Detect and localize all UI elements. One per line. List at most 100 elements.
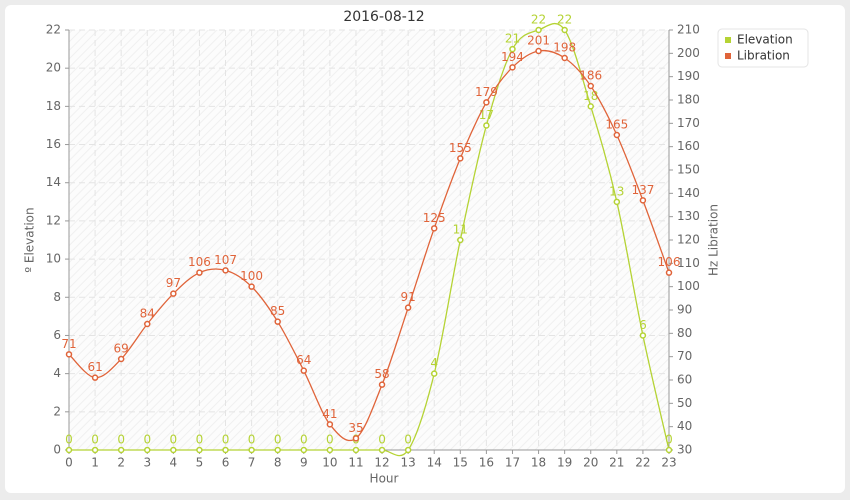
- x-tick-label: 11: [348, 456, 363, 470]
- data-label: 198: [553, 41, 576, 55]
- y2-tick-label: 180: [677, 93, 700, 107]
- y2-tick-label: 140: [677, 186, 700, 200]
- y-tick-label: 14: [46, 175, 61, 189]
- data-point: [65, 446, 73, 454]
- x-tick-label: 14: [427, 456, 442, 470]
- data-point: [248, 446, 255, 454]
- data-point: [300, 446, 308, 454]
- y2-tick-label: 50: [677, 396, 692, 410]
- y2-tick-label: 90: [677, 303, 692, 317]
- data-label: 35: [348, 421, 363, 435]
- data-point: [91, 374, 99, 381]
- x-tick-label: 12: [374, 456, 389, 470]
- x-tick-label: 9: [300, 456, 308, 470]
- x-tick-label: 10: [322, 456, 337, 470]
- data-label: 201: [527, 34, 550, 48]
- data-label: 125: [423, 211, 446, 225]
- data-point: [509, 64, 516, 71]
- data-label: 100: [240, 269, 263, 283]
- y2-tick-label: 120: [677, 233, 700, 247]
- data-point: [561, 54, 568, 62]
- y2-tick-label: 110: [677, 256, 700, 270]
- y2-tick-label: 40: [677, 419, 692, 433]
- y2-tick-label: 200: [677, 46, 700, 60]
- legend-label: Libration: [737, 49, 790, 63]
- legend-label: Elevation: [737, 33, 793, 47]
- data-point: [378, 381, 386, 388]
- data-point: [274, 446, 281, 454]
- data-point: [613, 131, 621, 139]
- data-point: [587, 103, 594, 110]
- x-tick-label: 21: [609, 456, 624, 470]
- x-tick-label: 15: [453, 456, 468, 470]
- plot-area: [69, 30, 669, 450]
- y-tick-label: 18: [46, 99, 61, 113]
- data-label: 0: [143, 433, 151, 447]
- data-label: 0: [248, 433, 256, 447]
- y-tick-label: 8: [53, 290, 61, 304]
- data-label: 13: [609, 184, 624, 198]
- data-point: [404, 446, 412, 454]
- x-tick-label: 22: [635, 456, 650, 470]
- y-tick-label: 2: [53, 404, 61, 418]
- data-point: [300, 367, 308, 374]
- data-label: 137: [631, 183, 654, 197]
- data-point: [352, 435, 360, 442]
- data-point: [352, 446, 360, 454]
- y2-tick-label: 70: [677, 349, 692, 363]
- y2-tick-label: 150: [677, 163, 700, 177]
- data-point: [483, 99, 490, 106]
- x-tick-label: 3: [143, 456, 151, 470]
- data-label: 58: [374, 367, 389, 381]
- y2-tick-label: 210: [677, 23, 700, 37]
- y2-tick-label: 100: [677, 279, 700, 293]
- data-label: 0: [274, 433, 282, 447]
- x-axis-label: Hour: [370, 472, 399, 486]
- data-point: [144, 320, 151, 328]
- data-label: 41: [322, 407, 337, 421]
- y-axis-label: º Elevation: [23, 207, 37, 272]
- x-tick-label: 2: [117, 456, 125, 470]
- x-tick-label: 19: [557, 456, 572, 470]
- x-tick-label: 20: [583, 456, 598, 470]
- data-point: [535, 26, 542, 34]
- x-tick-label: 8: [274, 456, 282, 470]
- data-point: [65, 351, 73, 358]
- data-label: 106: [188, 255, 211, 269]
- data-label: 0: [117, 433, 125, 447]
- data-point: [91, 446, 99, 454]
- y-tick-label: 22: [46, 23, 61, 37]
- data-label: 84: [140, 307, 155, 321]
- y2-tick-label: 170: [677, 116, 700, 130]
- data-label: 0: [326, 433, 334, 447]
- data-label: 106: [658, 255, 681, 269]
- data-point: [430, 225, 438, 232]
- data-point: [457, 155, 464, 162]
- data-point: [144, 446, 151, 454]
- data-point: [326, 446, 334, 454]
- chart-title: 2016-08-12: [343, 9, 424, 25]
- data-point: [248, 283, 255, 290]
- data-label: 85: [270, 304, 285, 318]
- y2-tick-label: 80: [677, 326, 692, 340]
- data-label: 71: [61, 337, 76, 351]
- data-point: [639, 197, 647, 204]
- y-tick-label: 20: [46, 61, 61, 75]
- y-tick-label: 6: [53, 328, 61, 342]
- x-tick-label: 4: [170, 456, 178, 470]
- data-label: 97: [166, 276, 181, 290]
- data-label: 0: [300, 433, 308, 447]
- data-point: [196, 269, 203, 276]
- data-label: 64: [296, 353, 311, 367]
- y2-axis-label: Hz Libration: [707, 204, 721, 276]
- data-point: [509, 45, 516, 53]
- data-point: [561, 26, 568, 34]
- data-point: [587, 82, 594, 90]
- data-label: 91: [400, 290, 415, 304]
- data-label: 6: [639, 318, 647, 332]
- data-point: [170, 446, 177, 454]
- y2-tick-label: 190: [677, 69, 700, 83]
- data-point: [222, 267, 229, 274]
- data-point: [665, 269, 673, 276]
